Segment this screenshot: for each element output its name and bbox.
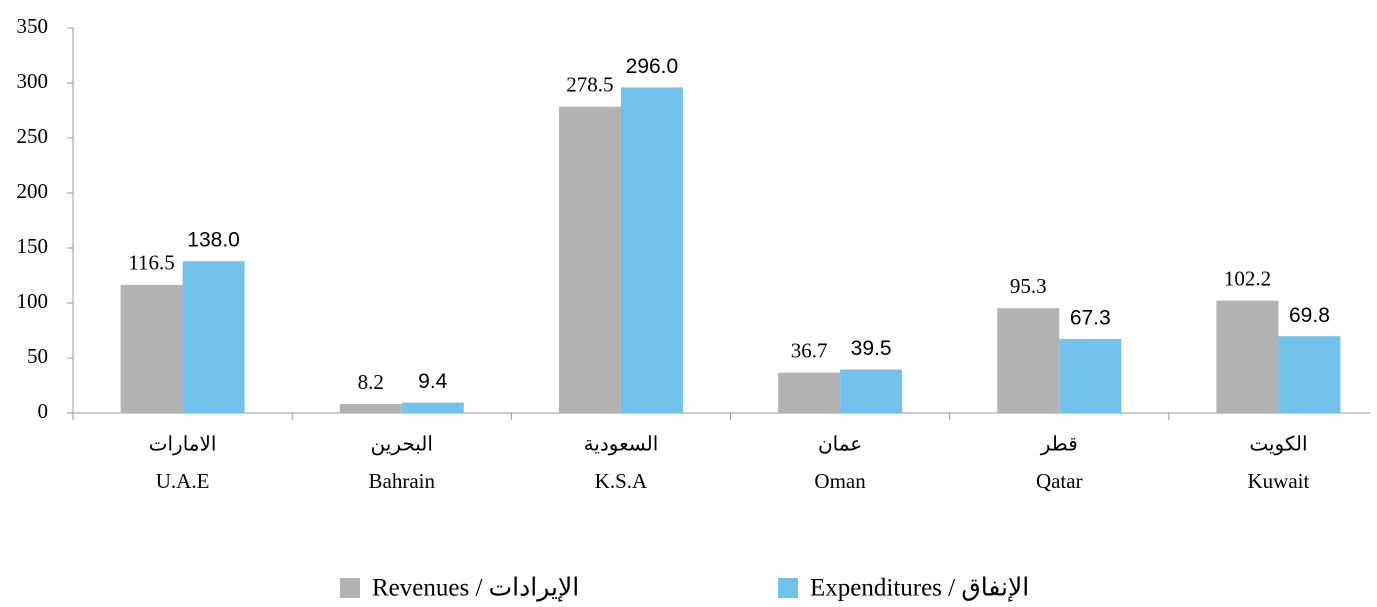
x-tick-label: K.S.A (595, 469, 648, 493)
bar (840, 369, 903, 413)
legend-label: Expenditures / الإنفاق (810, 575, 1029, 602)
y-tick-label: 350 (17, 14, 49, 38)
value-label: 102.2 (1224, 266, 1271, 290)
bar (620, 87, 683, 414)
value-label: 296.0 (626, 55, 679, 78)
x-tick-label: Bahrain (369, 469, 436, 493)
y-tick-label: 250 (17, 124, 49, 148)
value-label: 8.2 (358, 370, 384, 394)
bar (1059, 338, 1122, 413)
value-label: 95.3 (1010, 274, 1047, 298)
y-tick-label: 0 (38, 399, 49, 423)
value-label: 278.5 (566, 72, 613, 96)
x-tick-label-ar: الكويت (1249, 434, 1307, 456)
value-label: 9.4 (418, 370, 448, 393)
y-tick-label: 150 (17, 234, 49, 258)
value-label: 36.7 (791, 338, 828, 362)
y-tick-label: 50 (27, 344, 48, 368)
bar (1216, 300, 1279, 413)
y-tick-label: 100 (17, 289, 49, 313)
legend-label: Revenues / الإيرادات (372, 575, 579, 603)
x-tick-label: Qatar (1036, 469, 1083, 493)
x-tick-label: U.A.E (156, 469, 210, 493)
bar (120, 284, 183, 413)
bar (1278, 336, 1341, 413)
x-tick-label: Oman (814, 469, 866, 493)
x-tick-label: Kuwait (1248, 469, 1310, 493)
value-label: 116.5 (128, 251, 174, 275)
x-tick-label-ar: السعودية (584, 434, 659, 456)
y-tick-label: 300 (17, 69, 49, 93)
x-tick-label-ar: عمان (818, 434, 862, 456)
y-tick-label: 200 (17, 179, 49, 203)
value-label: 39.5 (851, 337, 892, 360)
x-tick-label-ar: الامارات (149, 434, 217, 456)
bar (558, 106, 621, 414)
x-tick-label-ar: قطر (1040, 434, 1078, 456)
bar (778, 372, 841, 413)
bar (401, 402, 464, 413)
legend-swatch (778, 578, 798, 598)
value-label: 67.3 (1070, 307, 1111, 330)
value-label: 138.0 (187, 229, 240, 252)
value-label: 69.8 (1289, 304, 1330, 327)
x-tick-label-ar: البحرين (371, 434, 433, 456)
bar (997, 308, 1060, 413)
bar (339, 403, 402, 413)
bar (182, 261, 245, 413)
legend-swatch (340, 578, 360, 598)
